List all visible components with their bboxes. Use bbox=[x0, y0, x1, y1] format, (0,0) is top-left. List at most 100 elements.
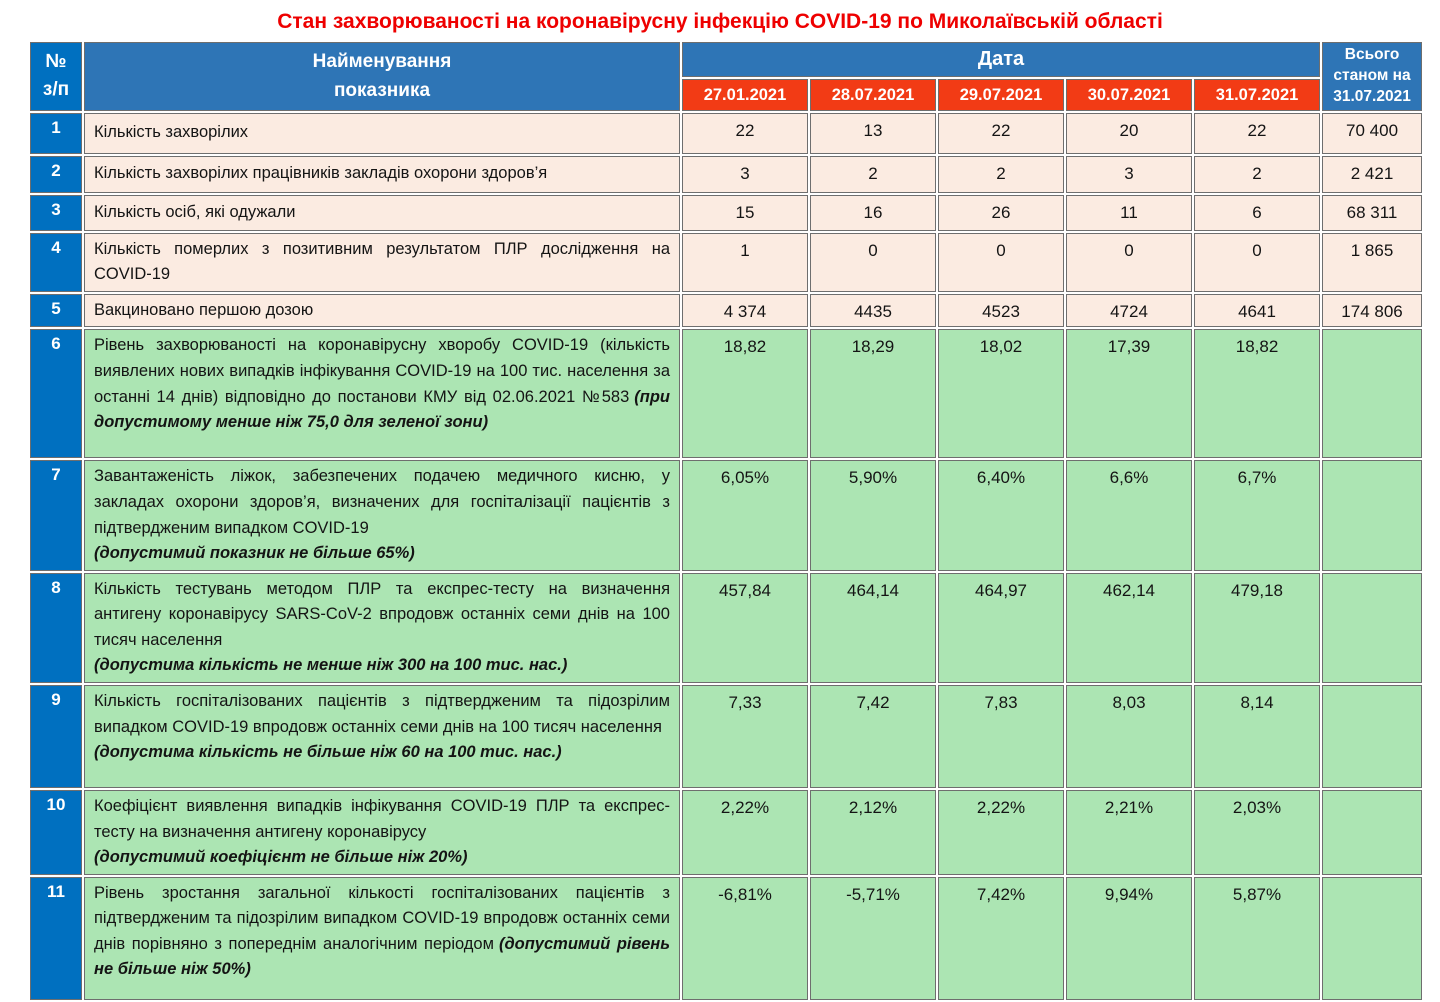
value-cell: 2,21% bbox=[1066, 789, 1192, 875]
value-cell: 0 bbox=[810, 232, 936, 292]
value-cell: 17,39 bbox=[1066, 329, 1192, 459]
header-num-line2: з/п bbox=[42, 79, 70, 101]
indicator-constraint-note: (при допустимому менше ніж 75,0 для зеле… bbox=[94, 387, 670, 432]
value-cell: 22 bbox=[682, 112, 808, 154]
value-cell: 457,84 bbox=[682, 572, 808, 683]
row-number-cell: 10 bbox=[30, 789, 82, 875]
value-cell: 9,94% bbox=[1066, 876, 1192, 1000]
header-total: Всього станом на 31.07.2021 bbox=[1322, 42, 1423, 111]
total-cell bbox=[1322, 876, 1423, 1000]
row-number-cell: 3 bbox=[30, 194, 82, 231]
value-cell: 8,03 bbox=[1066, 684, 1192, 788]
row-number-cell: 6 bbox=[30, 329, 82, 459]
value-cell: 7,42 bbox=[810, 684, 936, 788]
row-number-cell: 5 bbox=[30, 293, 82, 328]
indicator-label-cell: Вакциновано першою дозою bbox=[84, 293, 680, 328]
total-cell: 1 865 bbox=[1322, 232, 1423, 292]
value-cell: 16 bbox=[810, 194, 936, 231]
row-number-cell: 9 bbox=[30, 684, 82, 788]
value-cell: 3 bbox=[1066, 155, 1192, 193]
indicator-label-cell: Рівень зростання загальної кількості гос… bbox=[84, 876, 680, 1000]
header-name-line2: показника bbox=[333, 80, 431, 102]
value-cell: 5,87% bbox=[1194, 876, 1321, 1000]
table-row: 5 Вакциновано першою дозою 4 374 4435 45… bbox=[30, 293, 1423, 328]
value-cell: 3 bbox=[682, 155, 808, 193]
indicator-label: Кількість захворілих bbox=[94, 123, 249, 142]
indicator-label: Рівень захворюваності на коронавірусну х… bbox=[94, 336, 670, 406]
header-name-line1: Найменування bbox=[312, 50, 452, 72]
value-cell: 22 bbox=[1194, 112, 1321, 154]
value-cell: 464,97 bbox=[938, 572, 1064, 683]
row-number-cell: 2 bbox=[30, 155, 82, 193]
value-cell: 464,14 bbox=[810, 572, 936, 683]
indicator-constraint-note: (допустимий рівень не більше ніж 50%) bbox=[94, 934, 671, 979]
value-cell: 4 374 bbox=[682, 293, 808, 328]
value-cell: 479,18 bbox=[1194, 572, 1321, 683]
value-cell: 6 bbox=[1194, 194, 1321, 231]
indicator-label-cell: Кількість тестувань методом ПЛР та експр… bbox=[84, 572, 680, 683]
value-cell: 6,40% bbox=[938, 460, 1064, 571]
value-cell: 22 bbox=[938, 112, 1064, 154]
total-cell bbox=[1322, 789, 1423, 875]
row-number-cell: 8 bbox=[30, 572, 82, 683]
value-cell: 18,02 bbox=[938, 329, 1064, 459]
header-date-4: 30.07.2021 bbox=[1066, 79, 1192, 111]
value-cell: 2 bbox=[938, 155, 1064, 193]
row-number-cell: 4 bbox=[30, 232, 82, 292]
value-cell: 6,05% bbox=[682, 460, 808, 571]
header-total-line1: Всього bbox=[1344, 46, 1400, 63]
covid-stats-table: № з/п Найменування показника Дата Всього… bbox=[28, 40, 1425, 1002]
page-title: Стан захворюваності на коронавірусну інф… bbox=[277, 10, 1163, 33]
indicator-label-cell: Завантаженість ліжок, забезпечених подач… bbox=[84, 460, 680, 571]
indicator-label: Вакциновано першою дозою bbox=[94, 300, 314, 319]
table-row: 11 Рівень зростання загальної кількості … bbox=[30, 876, 1423, 1000]
indicator-label: Кількість осіб, які одужали bbox=[94, 202, 296, 221]
header-date-5: 31.07.2021 bbox=[1194, 79, 1321, 111]
indicator-label: Кількість захворілих працівників закладі… bbox=[94, 164, 548, 183]
indicator-label: Кількість госпіталізованих пацієнтів з п… bbox=[94, 691, 670, 736]
table-row: 7 Завантаженість ліжок, забезпечених под… bbox=[30, 460, 1423, 571]
value-cell: 8,14 bbox=[1194, 684, 1321, 788]
header-indicator-name: Найменування показника bbox=[84, 42, 680, 111]
value-cell: 13 bbox=[810, 112, 936, 154]
value-cell: 7,42% bbox=[938, 876, 1064, 1000]
indicator-constraint-note: (допустима кількість не більше ніж 60 на… bbox=[94, 743, 562, 762]
indicator-constraint-note: (допустимий коефіцієнт не більше ніж 20%… bbox=[94, 848, 468, 867]
indicator-label-cell: Кількість госпіталізованих пацієнтів з п… bbox=[84, 684, 680, 788]
header-total-line3: 31.07.2021 bbox=[1333, 87, 1411, 105]
value-cell: 20 bbox=[1066, 112, 1192, 154]
total-cell bbox=[1322, 329, 1423, 459]
indicator-label: Кількість тестувань методом ПЛР та експр… bbox=[94, 579, 670, 649]
table-row: 9 Кількість госпіталізованих пацієнтів з… bbox=[30, 684, 1423, 788]
value-cell: 462,14 bbox=[1066, 572, 1192, 683]
total-cell bbox=[1322, 572, 1423, 683]
value-cell: 2 bbox=[1194, 155, 1321, 193]
value-cell: 4435 bbox=[810, 293, 936, 328]
value-cell: 2,12% bbox=[810, 789, 936, 875]
value-cell: 4724 bbox=[1066, 293, 1192, 328]
header-date-group: Дата bbox=[682, 42, 1321, 78]
value-cell: -6,81% bbox=[682, 876, 808, 1000]
value-cell: 18,29 bbox=[810, 329, 936, 459]
value-cell: 18,82 bbox=[1194, 329, 1321, 459]
table-row: 10 Коефіцієнт виявлення випадків інфікув… bbox=[30, 789, 1423, 875]
indicator-label-cell: Рівень захворюваності на коронавірусну х… bbox=[84, 329, 680, 459]
value-cell: 6,6% bbox=[1066, 460, 1192, 571]
total-cell: 68 311 bbox=[1322, 194, 1423, 231]
total-cell bbox=[1322, 460, 1423, 571]
value-cell: -5,71% bbox=[810, 876, 936, 1000]
value-cell: 18,82 bbox=[682, 329, 808, 459]
indicator-constraint-note: (допустима кількість не менше ніж 300 на… bbox=[94, 656, 568, 675]
indicator-constraint-note: (допустимий показник не більше 65%) bbox=[94, 544, 415, 563]
indicator-label: Коефіцієнт виявлення випадків інфікуванн… bbox=[94, 796, 670, 841]
value-cell: 4523 bbox=[938, 293, 1064, 328]
row-number-cell: 1 bbox=[30, 112, 82, 154]
row-number-cell: 7 bbox=[30, 460, 82, 571]
header-date-2: 28.07.2021 bbox=[810, 79, 936, 111]
value-cell: 2 bbox=[810, 155, 936, 193]
indicator-label: Завантаженість ліжок, забезпечених подач… bbox=[94, 467, 670, 537]
table-row: 3 Кількість осіб, які одужали 15 16 26 1… bbox=[30, 194, 1423, 231]
value-cell: 2,03% bbox=[1194, 789, 1321, 875]
table-row: 8 Кількість тестувань методом ПЛР та екс… bbox=[30, 572, 1423, 683]
header-date-1: 27.01.2021 bbox=[682, 79, 808, 111]
